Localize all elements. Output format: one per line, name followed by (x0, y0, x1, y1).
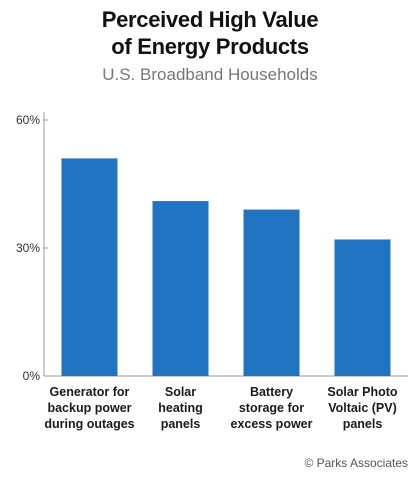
y-tick-label: 30% (16, 241, 40, 255)
chart-subtitle: U.S. Broadband Households (102, 65, 318, 84)
y-tick-label: 0% (23, 369, 41, 383)
bar (61, 158, 118, 376)
x-category-label: Solar heating panels (158, 385, 203, 431)
y-tick-label: 60% (16, 113, 40, 127)
chart-title: Perceived High Value of Energy Products (101, 7, 319, 59)
bar (334, 239, 391, 376)
bar (243, 209, 300, 376)
x-category-label: Generator for backup power during outage… (44, 385, 135, 431)
x-category-label: Solar Photo Voltaic (PV) panels (327, 385, 398, 431)
source-credit: © Parks Associates (304, 456, 408, 470)
x-category-label: Battery storage for excess power (230, 385, 313, 431)
bar (152, 201, 209, 376)
